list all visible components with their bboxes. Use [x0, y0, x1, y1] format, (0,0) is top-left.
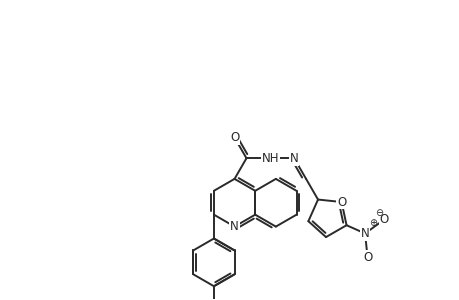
Text: O: O [336, 196, 346, 208]
Text: N: N [230, 220, 238, 233]
Text: O: O [379, 213, 388, 226]
Text: ⊖: ⊖ [374, 208, 382, 218]
Text: O: O [362, 251, 371, 264]
Text: N: N [360, 227, 369, 240]
Text: NH: NH [261, 152, 279, 165]
Text: ⊕: ⊕ [368, 218, 376, 228]
Text: O: O [230, 131, 239, 144]
Text: N: N [289, 152, 298, 165]
